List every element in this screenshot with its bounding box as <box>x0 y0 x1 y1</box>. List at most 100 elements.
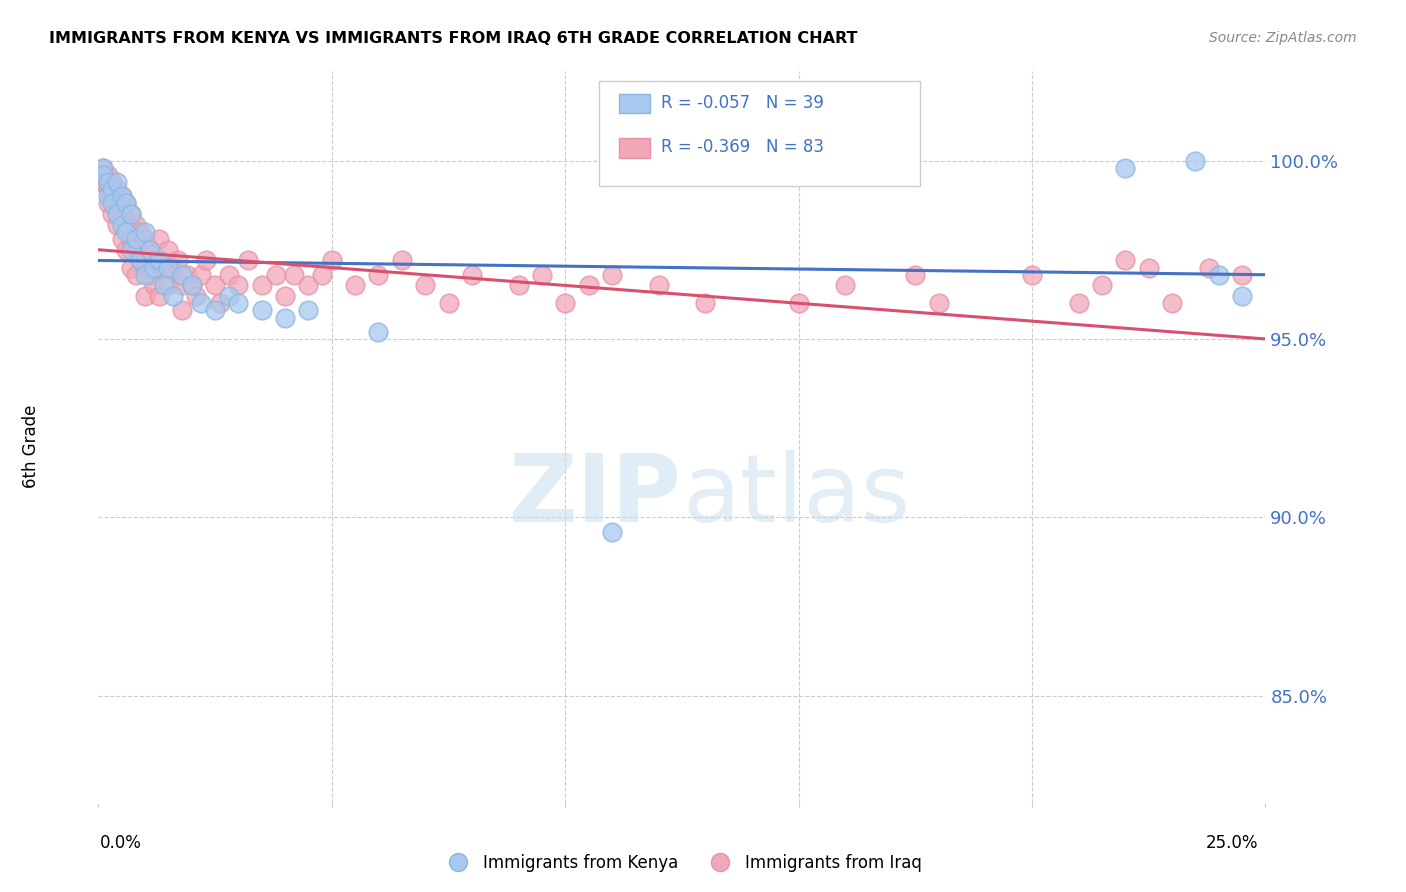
Point <box>1184 153 1206 168</box>
Point <box>172 303 194 318</box>
Point <box>391 253 413 268</box>
Point <box>176 268 198 282</box>
Point <box>218 268 240 282</box>
Point <box>120 207 142 221</box>
Point <box>111 207 134 221</box>
Point <box>139 243 162 257</box>
Point <box>321 253 343 268</box>
Point <box>115 218 138 232</box>
Point <box>190 296 212 310</box>
Text: 25.0%: 25.0% <box>1206 834 1258 852</box>
Point <box>115 225 138 239</box>
Point <box>105 196 128 211</box>
Legend: Immigrants from Kenya, Immigrants from Iraq: Immigrants from Kenya, Immigrants from I… <box>434 847 929 879</box>
Point <box>152 278 174 293</box>
Point <box>311 268 333 282</box>
Point <box>695 296 717 310</box>
Point <box>166 253 188 268</box>
Point <box>162 289 184 303</box>
Point <box>115 243 138 257</box>
Point <box>139 268 162 282</box>
Point <box>186 289 208 303</box>
Point <box>190 268 212 282</box>
Point <box>143 260 166 275</box>
Point <box>143 278 166 293</box>
Point <box>578 278 600 293</box>
Point <box>157 243 180 257</box>
Point <box>647 278 669 293</box>
Point <box>91 161 114 175</box>
Point <box>129 253 152 268</box>
Point <box>413 278 436 293</box>
Point <box>1161 296 1184 310</box>
Point <box>236 253 259 268</box>
Point <box>152 260 174 275</box>
Point <box>1230 268 1253 282</box>
Point <box>134 225 156 239</box>
Point <box>180 278 202 293</box>
Point <box>97 196 120 211</box>
Point <box>1137 260 1160 275</box>
Text: 6th Grade: 6th Grade <box>22 404 39 488</box>
Point <box>125 218 148 232</box>
Point <box>111 189 134 203</box>
Point <box>120 232 142 246</box>
Point <box>105 207 128 221</box>
Point <box>367 325 389 339</box>
Point <box>91 175 114 189</box>
Text: R = -0.057   N = 39: R = -0.057 N = 39 <box>661 94 824 112</box>
Point <box>111 232 134 246</box>
Point <box>125 268 148 282</box>
Point <box>111 218 134 232</box>
Point <box>115 196 138 211</box>
Point <box>91 161 114 175</box>
Point <box>600 524 623 539</box>
Point <box>111 189 134 203</box>
Point <box>274 289 297 303</box>
Point <box>101 196 124 211</box>
Point <box>172 268 194 282</box>
Point <box>97 189 120 203</box>
Point <box>129 253 152 268</box>
Point <box>120 260 142 275</box>
Point <box>208 296 231 310</box>
Point <box>148 289 170 303</box>
Point <box>250 303 273 318</box>
Point <box>91 168 114 182</box>
Point <box>204 278 226 293</box>
Point <box>600 268 623 282</box>
Point <box>162 260 184 275</box>
Point <box>134 260 156 275</box>
Point <box>228 278 250 293</box>
Point <box>204 303 226 318</box>
Point <box>834 278 856 293</box>
Point <box>97 168 120 182</box>
Point <box>120 243 142 257</box>
Point <box>134 232 156 246</box>
Point <box>134 289 156 303</box>
Point <box>101 189 124 203</box>
Point <box>1114 161 1136 175</box>
Point <box>172 278 194 293</box>
Text: 0.0%: 0.0% <box>100 834 142 852</box>
Point <box>228 296 250 310</box>
Point <box>105 218 128 232</box>
Point <box>250 278 273 293</box>
Text: IMMIGRANTS FROM KENYA VS IMMIGRANTS FROM IRAQ 6TH GRADE CORRELATION CHART: IMMIGRANTS FROM KENYA VS IMMIGRANTS FROM… <box>49 31 858 46</box>
Point <box>508 278 530 293</box>
Point <box>120 207 142 221</box>
Point <box>437 296 460 310</box>
Point <box>105 175 128 189</box>
Point <box>297 278 319 293</box>
Point <box>1067 296 1090 310</box>
Point <box>787 296 810 310</box>
Point <box>554 296 576 310</box>
Point <box>297 303 319 318</box>
Point <box>194 253 217 268</box>
Text: ZIP: ZIP <box>509 450 682 541</box>
Point <box>1114 253 1136 268</box>
Point <box>148 253 170 268</box>
Point <box>530 268 553 282</box>
Point <box>125 232 148 246</box>
Point <box>143 253 166 268</box>
